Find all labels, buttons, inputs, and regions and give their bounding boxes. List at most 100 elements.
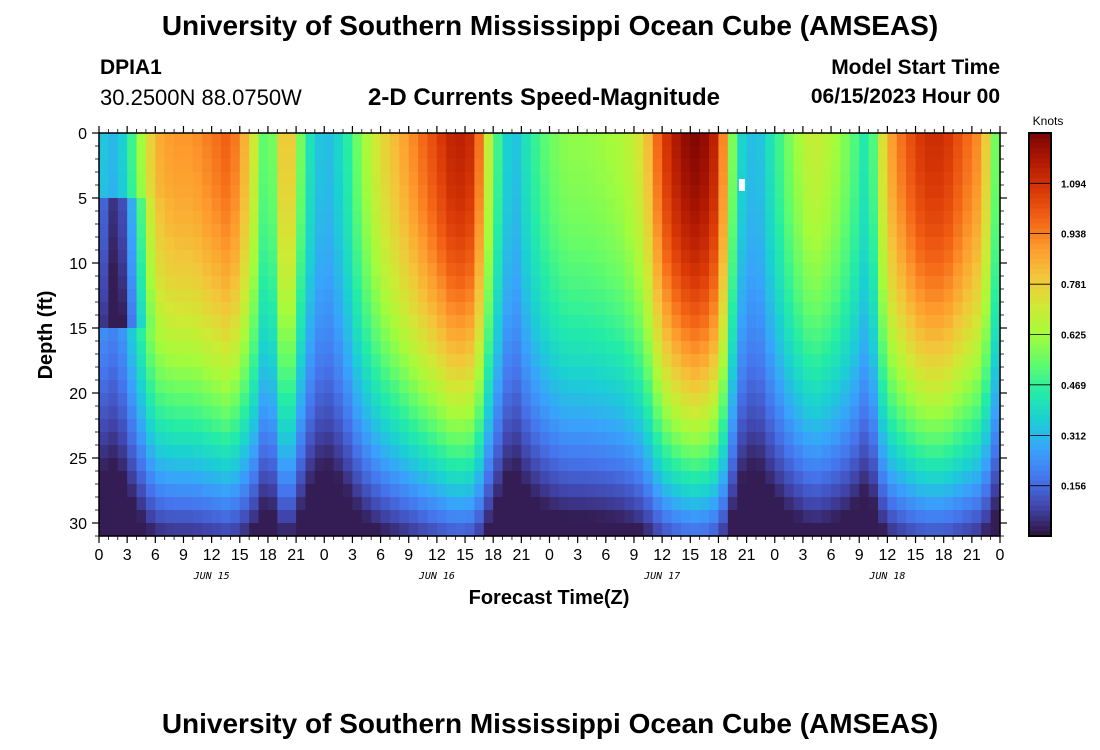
heatmap-cell [615, 315, 626, 329]
heatmap-cell [427, 224, 438, 238]
heatmap-cell [737, 263, 748, 277]
heatmap-cell [267, 276, 278, 290]
heatmap-cell [540, 419, 551, 433]
heatmap-cell [521, 159, 532, 173]
heatmap-cell [699, 393, 710, 407]
heatmap-cell [784, 367, 795, 381]
heatmap-cell [99, 289, 109, 303]
heatmap-cell [887, 302, 898, 316]
heatmap-cell [915, 172, 926, 186]
heatmap-cell [333, 445, 344, 459]
heatmap-cell [877, 445, 888, 459]
heatmap-cell [971, 185, 982, 199]
x-tick-label: 21 [287, 547, 305, 564]
heatmap-cell [652, 146, 663, 160]
heatmap-cell [174, 523, 185, 537]
heatmap-cell [277, 146, 288, 160]
heatmap-cell [511, 523, 522, 537]
heatmap-cell [596, 445, 607, 459]
heatmap-cell [990, 471, 1001, 485]
heatmap-cell [971, 458, 982, 472]
heatmap-cell [877, 393, 888, 407]
heatmap-cell [615, 237, 626, 251]
heatmap-cell [887, 263, 898, 277]
heatmap-cell [971, 263, 982, 277]
heatmap-cell [981, 276, 992, 290]
heatmap-cell [877, 458, 888, 472]
heatmap-cell [211, 159, 222, 173]
heatmap-cell [549, 159, 560, 173]
heatmap-cell [389, 432, 400, 446]
heatmap-cell [793, 133, 804, 147]
heatmap-cell [352, 432, 363, 446]
heatmap-cell [765, 458, 776, 472]
heatmap-cell [784, 302, 795, 316]
heatmap-cell [877, 133, 888, 147]
heatmap-cell [849, 172, 860, 186]
heatmap-cell [990, 198, 1001, 212]
heatmap-cell [812, 497, 823, 511]
heatmap-cell [277, 250, 288, 264]
heatmap-cell [361, 211, 372, 225]
heatmap-cell [474, 380, 485, 394]
colorbar-segment [1029, 274, 1051, 280]
heatmap-cell [230, 133, 241, 147]
heatmap-cell [192, 367, 203, 381]
heatmap-cell [267, 237, 278, 251]
heatmap-cell [465, 237, 476, 251]
heatmap-cell [277, 367, 288, 381]
heatmap-cell [596, 211, 607, 225]
heatmap-cell [455, 393, 466, 407]
heatmap-cell [896, 380, 907, 394]
heatmap-cell [267, 289, 278, 303]
colorbar-segment [1029, 208, 1051, 215]
heatmap-cell [877, 471, 888, 485]
heatmap-cell [934, 198, 945, 212]
heatmap-cell [652, 406, 663, 420]
heatmap-cell [192, 328, 203, 342]
heatmap-cell [389, 380, 400, 394]
heatmap-cell [174, 406, 185, 420]
heatmap-cell [117, 237, 128, 251]
x-tick-label: 18 [484, 547, 502, 564]
heatmap-cell [596, 471, 607, 485]
heatmap-cell [746, 419, 757, 433]
heatmap-cell [709, 302, 720, 316]
heatmap-cell [755, 328, 766, 342]
heatmap-cell [436, 198, 447, 212]
heatmap-cell [324, 432, 335, 446]
heatmap-cell [802, 289, 813, 303]
heatmap-cell [258, 484, 269, 498]
heatmap-cell [136, 172, 147, 186]
heatmap-cell [192, 445, 203, 459]
heatmap-cell [596, 185, 607, 199]
heatmap-cell [183, 432, 194, 446]
heatmap-cell [258, 419, 269, 433]
heatmap-cell [117, 276, 128, 290]
heatmap-cell [389, 276, 400, 290]
heatmap-cell [699, 510, 710, 524]
heatmap-cell [99, 133, 109, 147]
heatmap-cell [493, 224, 504, 238]
heatmap-cell [887, 367, 898, 381]
heatmap-cell [145, 393, 156, 407]
heatmap-cell [849, 198, 860, 212]
heatmap-cell [840, 341, 851, 355]
heatmap-cell [690, 302, 701, 316]
heatmap-cell [915, 432, 926, 446]
heatmap-cell [418, 198, 429, 212]
x-tick-label: 6 [601, 547, 610, 564]
heatmap-cell [558, 523, 569, 537]
heatmap-cell [633, 510, 644, 524]
heatmap-cell [155, 198, 166, 212]
colorbar-segment [1029, 369, 1051, 376]
heatmap-cell [239, 432, 250, 446]
heatmap-cell [934, 250, 945, 264]
heatmap-cell [155, 224, 166, 238]
heatmap-cell [108, 419, 119, 433]
heatmap-cell [192, 185, 203, 199]
heatmap-cell [314, 172, 325, 186]
colorbar-segment [1029, 510, 1051, 517]
heatmap-cell [962, 471, 973, 485]
heatmap-cell [343, 354, 354, 368]
